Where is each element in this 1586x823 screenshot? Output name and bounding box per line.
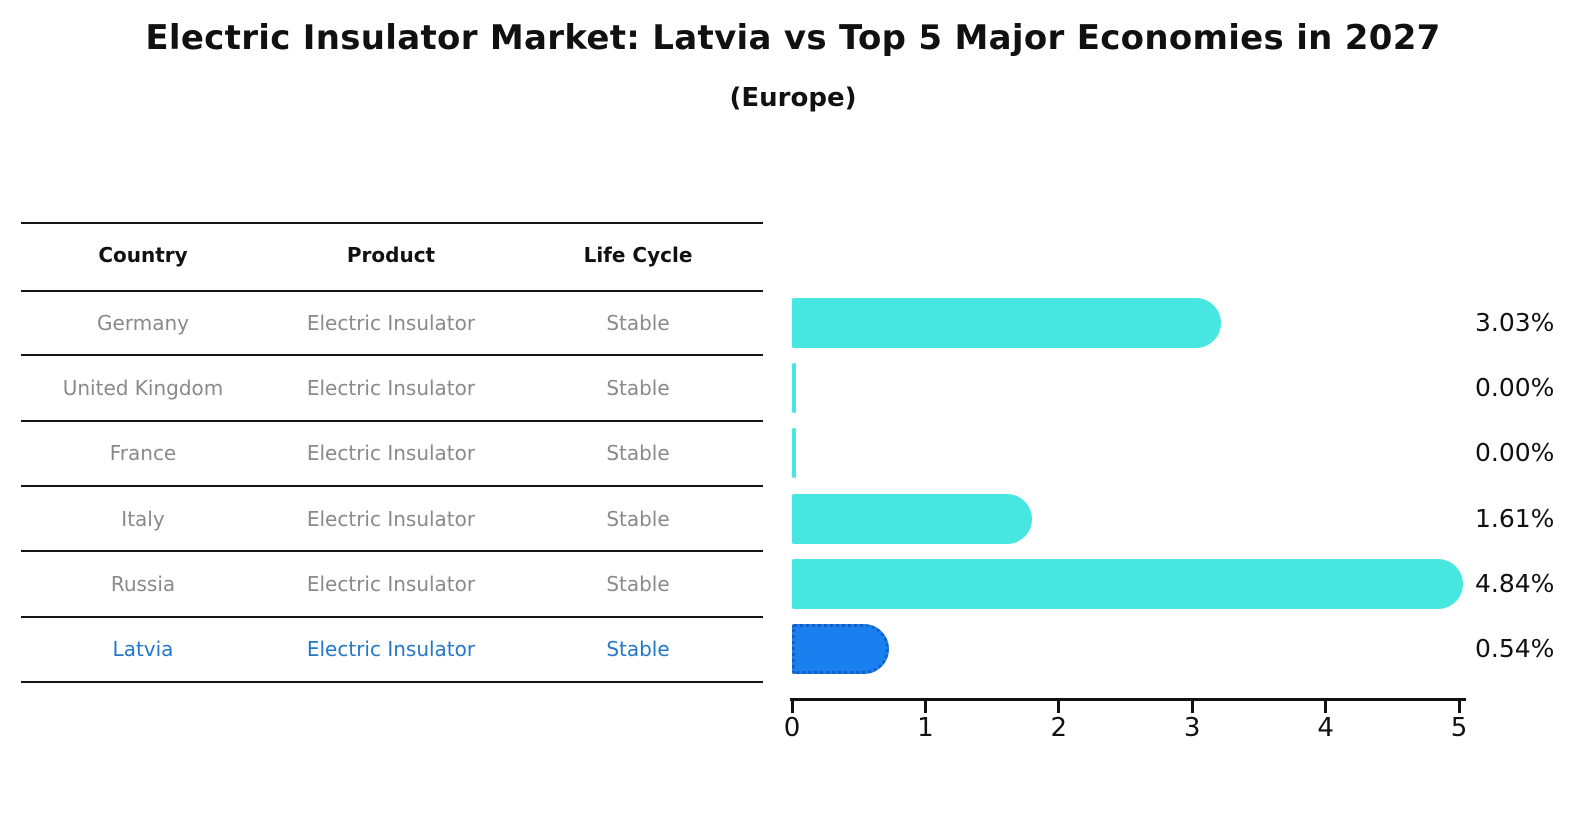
cell-life-cycle: Stable <box>606 441 670 466</box>
cell-life-cycle: Stable <box>606 572 670 597</box>
cell-product: Electric Insulator <box>306 441 476 466</box>
x-axis-spine <box>790 698 1466 701</box>
row-rule <box>21 615 763 618</box>
x-tick <box>1324 701 1328 713</box>
table-header-rule <box>21 290 763 292</box>
cell-product: Electric Insulator <box>306 310 476 335</box>
bar-russia <box>792 559 1463 610</box>
value-label-latvia: 0.54% <box>1475 634 1555 664</box>
bar-italy <box>792 493 1032 544</box>
x-tick-label: 1 <box>917 713 934 743</box>
x-tick <box>923 701 927 713</box>
x-tick-label: 4 <box>1317 713 1334 743</box>
x-tick <box>1057 701 1061 713</box>
x-tick <box>1190 701 1194 713</box>
value-label-united-kingdom: 0.00% <box>1475 373 1555 403</box>
cell-country: Russia <box>110 572 176 597</box>
x-tick <box>1457 701 1461 713</box>
chart-title: Electric Insulator Market: Latvia vs Top… <box>145 18 1441 58</box>
bar-france <box>792 428 796 479</box>
row-rule <box>21 681 763 683</box>
cell-life-cycle: Stable <box>606 637 670 662</box>
cell-country: United Kingdom <box>62 376 224 401</box>
x-tick-label: 0 <box>783 713 801 743</box>
cell-life-cycle: Stable <box>606 376 670 401</box>
row-rule <box>21 550 763 553</box>
x-tick <box>790 701 794 713</box>
cell-product: Electric Insulator <box>306 506 476 531</box>
table-top-rule <box>21 222 763 224</box>
column-header-product: Product <box>346 243 436 267</box>
value-label-italy: 1.61% <box>1475 503 1555 533</box>
value-label-germany: 3.03% <box>1475 307 1555 337</box>
row-rule <box>21 354 763 357</box>
column-header-country: Country <box>98 243 188 267</box>
value-label-russia: 4.84% <box>1475 569 1555 599</box>
cell-country: France <box>109 441 177 466</box>
cell-life-cycle: Stable <box>606 506 670 531</box>
value-label-france: 0.00% <box>1475 438 1555 468</box>
bar-latvia <box>792 624 890 675</box>
cell-country: Germany <box>97 310 189 335</box>
row-rule <box>21 419 763 422</box>
row-rule <box>21 485 763 488</box>
column-header-life-cycle: Life Cycle <box>583 243 693 267</box>
cell-life-cycle: Stable <box>606 310 670 335</box>
cell-country: Italy <box>121 506 165 531</box>
bar-germany <box>792 297 1222 348</box>
chart-subtitle: (Europe) <box>729 83 857 113</box>
x-tick-label: 5 <box>1450 713 1468 743</box>
cell-country: Latvia <box>112 637 174 662</box>
cell-product: Electric Insulator <box>306 637 476 662</box>
x-tick-label: 3 <box>1183 713 1201 743</box>
bar-united-kingdom <box>792 363 796 414</box>
cell-product: Electric Insulator <box>306 572 476 597</box>
cell-product: Electric Insulator <box>306 376 476 401</box>
x-tick-label: 2 <box>1050 713 1068 743</box>
